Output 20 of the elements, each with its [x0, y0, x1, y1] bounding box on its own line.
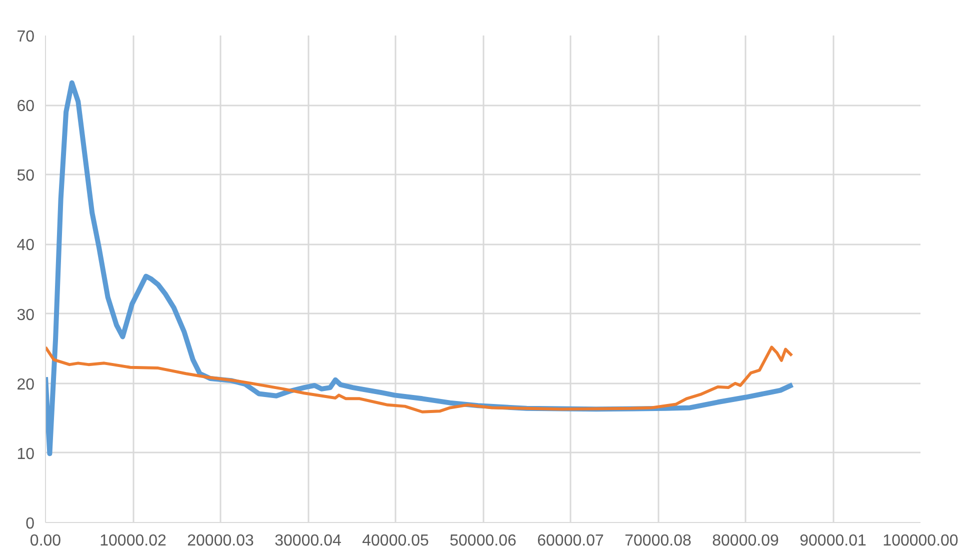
y-tick-label: 70: [16, 28, 35, 46]
y-tick-label: 30: [16, 306, 35, 324]
x-tick-label: 30000.04: [274, 532, 342, 550]
y-tick-label: 0: [26, 516, 35, 532]
y-tick-label: 40: [16, 237, 35, 254]
x-tick-label: 70000.08: [624, 532, 692, 550]
x-tick-label: 90000.01: [800, 532, 866, 550]
y-tick-label: 20: [16, 376, 35, 394]
x-tick-label: 20000.03: [187, 532, 254, 550]
x-tick-label: 50000.06: [450, 532, 516, 550]
x-tick-label: 0.00: [30, 532, 62, 550]
x-tick-label: 80000.09: [712, 532, 779, 550]
y-tick-label: 10: [16, 446, 35, 463]
x-tick-label: 10000.02: [100, 532, 166, 550]
x-tick-label: 40000.05: [362, 532, 429, 550]
x-tick-label: 60000.07: [537, 532, 604, 550]
y-tick-label: 60: [16, 98, 35, 116]
x-tick-label: 100000.00: [882, 532, 958, 550]
y-tick-label: 50: [16, 168, 35, 185]
line-series: [46, 346, 794, 414]
